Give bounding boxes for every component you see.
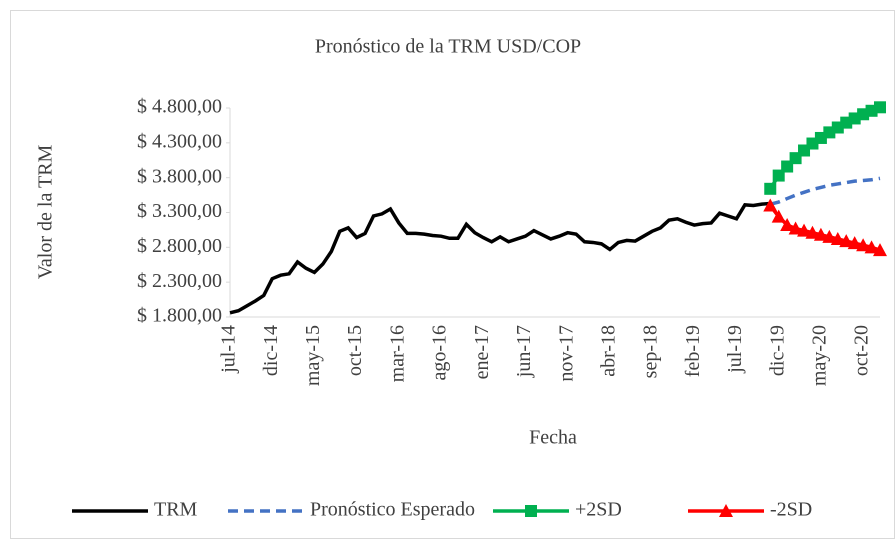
- x-tick-label: mar-16: [386, 325, 408, 382]
- legend-marker: [525, 505, 537, 517]
- data-point: [873, 243, 887, 257]
- data-point: [780, 218, 795, 232]
- x-tick-label: dic-14: [260, 325, 282, 376]
- x-tick-label: may-20: [809, 325, 831, 386]
- data-point: [797, 223, 812, 237]
- y-axis-title: Valor de la TRM: [35, 144, 57, 279]
- series-line: [229, 201, 771, 315]
- y-tick-label: $ 4.300,00: [137, 130, 222, 152]
- data-point: [864, 240, 879, 254]
- chart-border: [10, 10, 895, 539]
- data-point: [822, 229, 837, 243]
- data-point: [771, 209, 786, 223]
- data-point: [813, 227, 828, 241]
- y-tick-label: $ 3.300,00: [137, 200, 222, 222]
- x-axis-title: Fecha: [529, 427, 577, 449]
- legend-label: +2SD: [575, 499, 622, 521]
- x-tick-label: jul-19: [724, 325, 746, 374]
- data-point: [763, 198, 778, 212]
- x-tick-label: jun-17: [513, 325, 535, 378]
- data-point: [874, 101, 886, 114]
- data-point: [830, 231, 845, 245]
- data-point: [788, 221, 803, 235]
- x-tick-label: oct-15: [344, 325, 366, 376]
- legend-label: Pronóstico Esperado: [310, 499, 475, 521]
- data-point: [764, 182, 777, 195]
- x-tick-label: jul-14: [218, 325, 240, 374]
- series-line: [769, 176, 881, 206]
- x-tick-label: sep-18: [640, 325, 662, 378]
- y-tick-label: $ 2.800,00: [137, 235, 222, 257]
- y-tick-label: $ 2.300,00: [137, 270, 222, 292]
- data-point: [856, 238, 871, 252]
- data-point: [839, 234, 854, 248]
- x-tick-label: oct-20: [851, 325, 873, 376]
- data-point: [805, 225, 820, 239]
- legend-label: -2SD: [770, 499, 812, 521]
- y-tick-label: $ 3.800,00: [137, 165, 222, 187]
- y-tick-label: $ 1.800,00: [137, 305, 222, 327]
- chart-title: Pronóstico de la TRM USD/COP: [315, 36, 581, 58]
- legend-label: TRM: [154, 499, 198, 521]
- data-point: [772, 169, 785, 182]
- x-tick-label: feb-19: [682, 325, 704, 377]
- y-tick-label: $ 4.800,00: [137, 96, 222, 118]
- data-point: [847, 236, 862, 250]
- x-tick-label: dic-19: [766, 325, 788, 376]
- legend-marker: [719, 504, 733, 517]
- x-tick-label: may-15: [302, 325, 324, 386]
- x-tick-label: nov-17: [555, 325, 577, 382]
- x-tick-label: ago-16: [429, 325, 451, 381]
- x-tick-label: ene-17: [471, 325, 493, 379]
- x-tick-label: abr-18: [597, 325, 619, 377]
